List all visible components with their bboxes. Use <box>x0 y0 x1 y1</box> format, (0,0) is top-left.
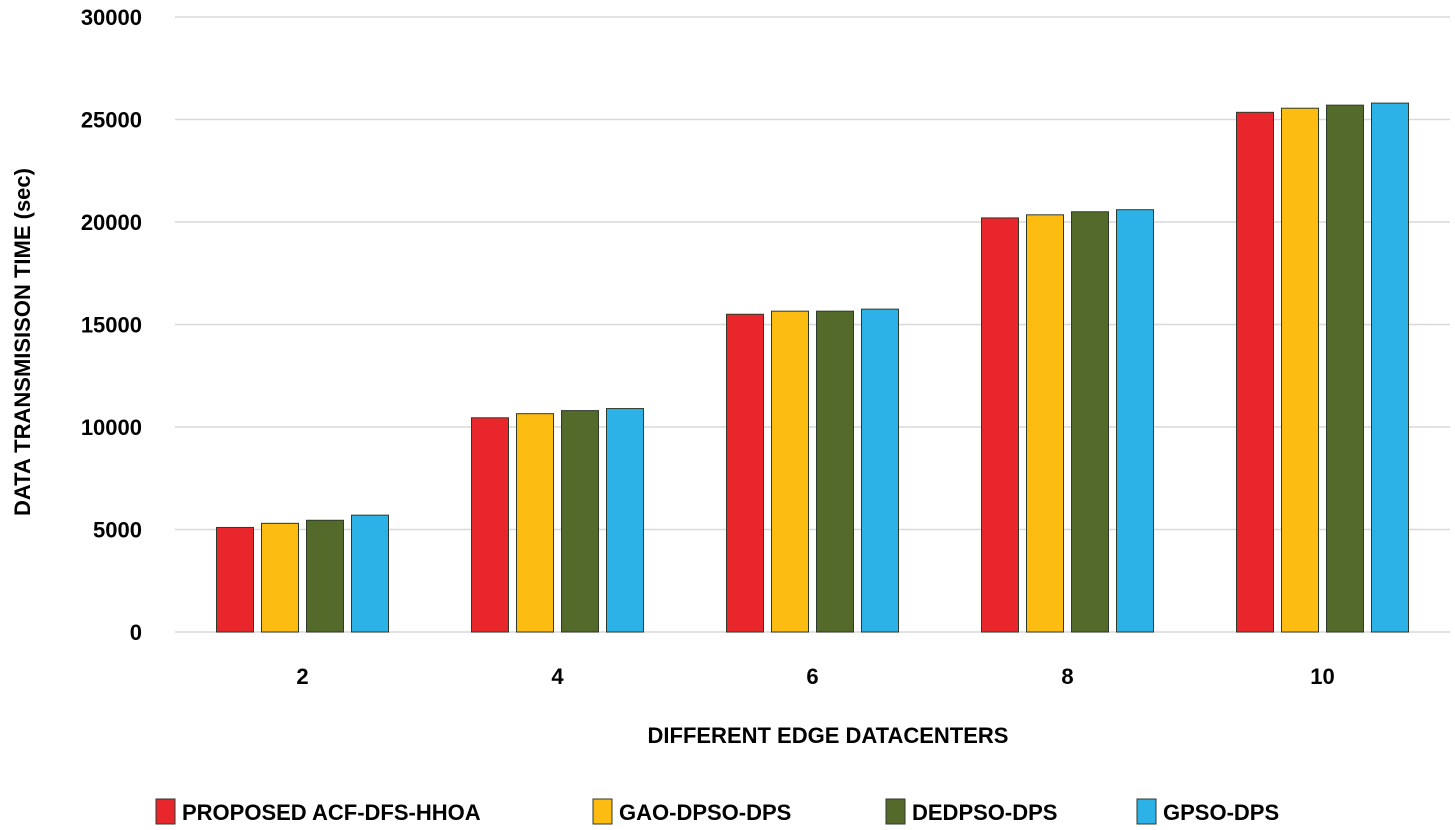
legend-label: DEDPSO-DPS <box>912 800 1057 825</box>
bar-proposed-acf-dfs-hhoa-10 <box>1236 111 1274 633</box>
bar-gpso-dps-4 <box>606 408 644 633</box>
x-tick-label: 8 <box>1061 664 1073 689</box>
legend-swatch <box>592 798 613 825</box>
legend-label: GPSO-DPS <box>1163 800 1279 825</box>
y-tick-label: 25000 <box>81 108 142 133</box>
bar-gpso-dps-10 <box>1371 102 1409 633</box>
y-tick-label: 0 <box>130 620 142 645</box>
y-tick-label: 10000 <box>81 415 142 440</box>
bar-gao-dpso-dps-10 <box>1281 107 1319 633</box>
bar-dedpso-dps-2 <box>306 519 344 633</box>
bar-gpso-dps-2 <box>351 514 389 633</box>
bar-proposed-acf-dfs-hhoa-8 <box>981 217 1019 633</box>
bar-gao-dpso-dps-4 <box>516 413 554 633</box>
x-tick-label: 2 <box>296 664 308 689</box>
x-tick-label: 4 <box>551 664 564 689</box>
y-tick-label: 30000 <box>81 5 142 30</box>
bar-gao-dpso-dps-8 <box>1026 214 1064 633</box>
legend-swatch <box>155 798 176 825</box>
x-axis-ticks: 2 4 6 8 10 <box>296 664 1334 689</box>
bar-proposed-acf-dfs-hhoa-4 <box>471 417 509 633</box>
y-tick-label: 15000 <box>81 313 142 338</box>
bars <box>216 102 1409 633</box>
bar-dedpso-dps-4 <box>561 410 599 633</box>
bar-gao-dpso-dps-2 <box>261 522 299 633</box>
x-axis-title: DIFFERENT EDGE DATACENTERS <box>648 723 1009 748</box>
y-axis-title: DATA TRANSMISISON TIME (sec) <box>10 168 35 516</box>
y-tick-label: 20000 <box>81 210 142 235</box>
bar-gao-dpso-dps-6 <box>771 310 809 633</box>
bar-dedpso-dps-10 <box>1326 104 1364 633</box>
y-tick-label: 5000 <box>93 518 142 543</box>
x-tick-label: 10 <box>1310 664 1334 689</box>
legend-swatch <box>1136 798 1157 825</box>
bar-gpso-dps-8 <box>1116 209 1154 633</box>
bar-proposed-acf-dfs-hhoa-2 <box>216 526 254 633</box>
legend-swatch <box>885 798 906 825</box>
bar-proposed-acf-dfs-hhoa-6 <box>726 313 764 633</box>
x-tick-label: 6 <box>806 664 818 689</box>
bar-gpso-dps-6 <box>861 308 899 633</box>
legend: PROPOSED ACF-DFS-HHOA GAO-DPSO-DPS DEDPSO-… <box>155 798 1279 825</box>
y-axis-ticks: 0 5000 10000 15000 20000 25000 30000 <box>81 5 142 645</box>
bar-dedpso-dps-8 <box>1071 211 1109 633</box>
legend-label: PROPOSED ACF-DFS-HHOA <box>182 800 481 825</box>
bar-dedpso-dps-6 <box>816 310 854 633</box>
legend-label: GAO-DPSO-DPS <box>619 800 791 825</box>
